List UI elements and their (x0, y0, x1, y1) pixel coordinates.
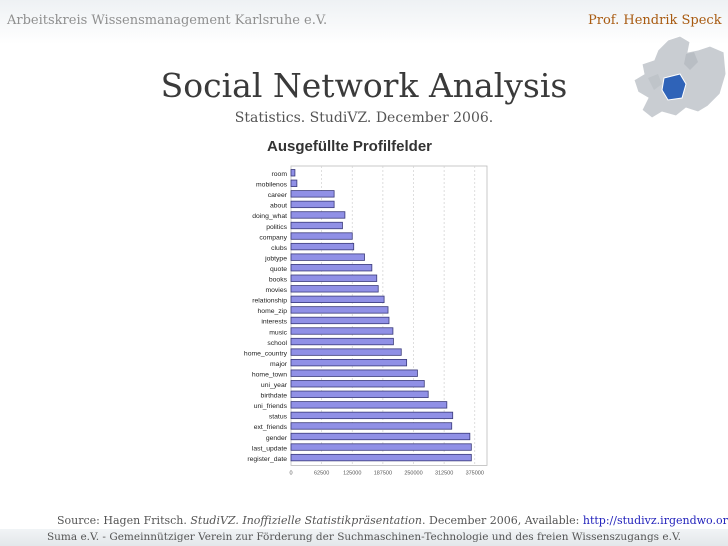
bar-doing_what (290, 211, 346, 219)
category-label-music: music (269, 329, 287, 336)
source-prefix: Source: Hagen Fritsch. (57, 514, 191, 527)
bar-music (290, 327, 394, 335)
category-label-clubs: clubs (271, 245, 287, 252)
bar-school (290, 337, 394, 346)
bar-uni_friends (290, 401, 448, 409)
x-tick-label-5: 312500 (435, 470, 453, 476)
category-label-movies: movies (265, 287, 287, 294)
category-label-home_town: home_town (252, 371, 287, 378)
bar-career (290, 190, 335, 198)
header-bar: Arbeitskreis Wissensmanagement Karlsruhe… (0, 0, 728, 44)
x-tick-label-2: 125000 (343, 470, 361, 476)
category-label-books: books (269, 277, 288, 284)
x-tick-label-6: 375000 (466, 470, 484, 476)
bar-movies (290, 285, 379, 293)
bar-company (290, 232, 353, 240)
source-citation: Source: Hagen Fritsch. StudiVZ. Inoffizi… (57, 514, 728, 527)
category-label-birthdate: birthdate (261, 393, 288, 400)
bar-register_date (290, 453, 472, 462)
bar-politics (290, 221, 343, 230)
bar-birthdate (290, 390, 429, 398)
category-label-mobilenos: mobilenos (256, 182, 288, 189)
bar-quote (290, 264, 373, 272)
category-label-room: room (272, 171, 288, 178)
footer-text: Suma e.V. - Gemeinnütziger Verein zur Fö… (46, 531, 682, 543)
category-label-school: school (267, 340, 287, 347)
bar-room (290, 169, 296, 177)
bar-ext_friends (290, 422, 453, 430)
slide-title: Social Network Analysis (160, 66, 568, 105)
category-label-company: company (259, 234, 287, 241)
category-label-jobtype: jobtype (264, 255, 287, 262)
category-label-register_date: register_date (247, 456, 287, 463)
x-tick-label-3: 187500 (374, 470, 392, 476)
bar-about (290, 200, 335, 209)
source-work-title: StudiVZ. Inoffizielle Statistikpräsentat… (190, 514, 423, 527)
source-link[interactable]: http://studivz.irgendwo.org/ (582, 514, 728, 527)
category-label-relationship: relationship (252, 298, 287, 305)
x-tick-label-1: 62500 (314, 470, 329, 476)
bar-jobtype (290, 253, 365, 261)
category-label-home_zip: home_zip (258, 308, 288, 315)
bar-books (290, 274, 378, 282)
bar-home_country (290, 348, 402, 356)
bar-major (290, 358, 408, 367)
slide-subtitle: Statistics. StudiVZ. December 2006. (234, 110, 494, 126)
x-tick-label-0: 0 (289, 470, 292, 476)
source-middle: . December 2006, Available: (422, 514, 583, 527)
category-label-interests: interests (261, 319, 287, 326)
category-label-politics: politics (266, 224, 287, 231)
bar-last_update (290, 443, 472, 451)
category-label-last_update: last_update (252, 445, 287, 452)
bar-mobilenos (290, 179, 298, 187)
bar-status (290, 411, 454, 420)
category-label-uni_friends: uni_friends (254, 403, 288, 410)
category-label-quote: quote (270, 266, 287, 273)
bar-home_zip (290, 306, 389, 314)
bar-relationship (290, 295, 385, 304)
bar-gender (290, 432, 471, 441)
organization-name: Arbeitskreis Wissensmanagement Karlsruhe… (7, 13, 328, 28)
plot-frame (290, 165, 488, 466)
category-label-ext_friends: ext_friends (254, 424, 288, 431)
europe-map-icon (633, 35, 727, 119)
category-label-status: status (269, 414, 288, 421)
category-label-about: about (270, 203, 287, 210)
profile-fields-bar-chart: Ausgefüllte Profilfelder room mobilenos car… (244, 138, 488, 476)
author-name: Prof. Hendrik Speck (588, 13, 722, 28)
category-label-gender: gender (266, 435, 288, 442)
category-label-uni_year: uni_year (261, 382, 288, 389)
bar-clubs (290, 242, 355, 251)
chart-title: Ausgefüllte Profilfelder (267, 138, 432, 155)
category-label-home_country: home_country (244, 350, 288, 357)
germany-highlight (661, 73, 687, 101)
category-label-doing_what: doing_what (252, 213, 287, 220)
bar-uni_year (290, 380, 425, 388)
footer-bar: Suma e.V. - Gemeinnütziger Verein zur Fö… (0, 529, 728, 546)
x-tick-label-4: 250000 (404, 470, 422, 476)
bar-interests (290, 316, 390, 325)
category-label-major: major (270, 361, 288, 368)
bar-home_town (290, 369, 418, 377)
category-label-career: career (268, 192, 288, 199)
